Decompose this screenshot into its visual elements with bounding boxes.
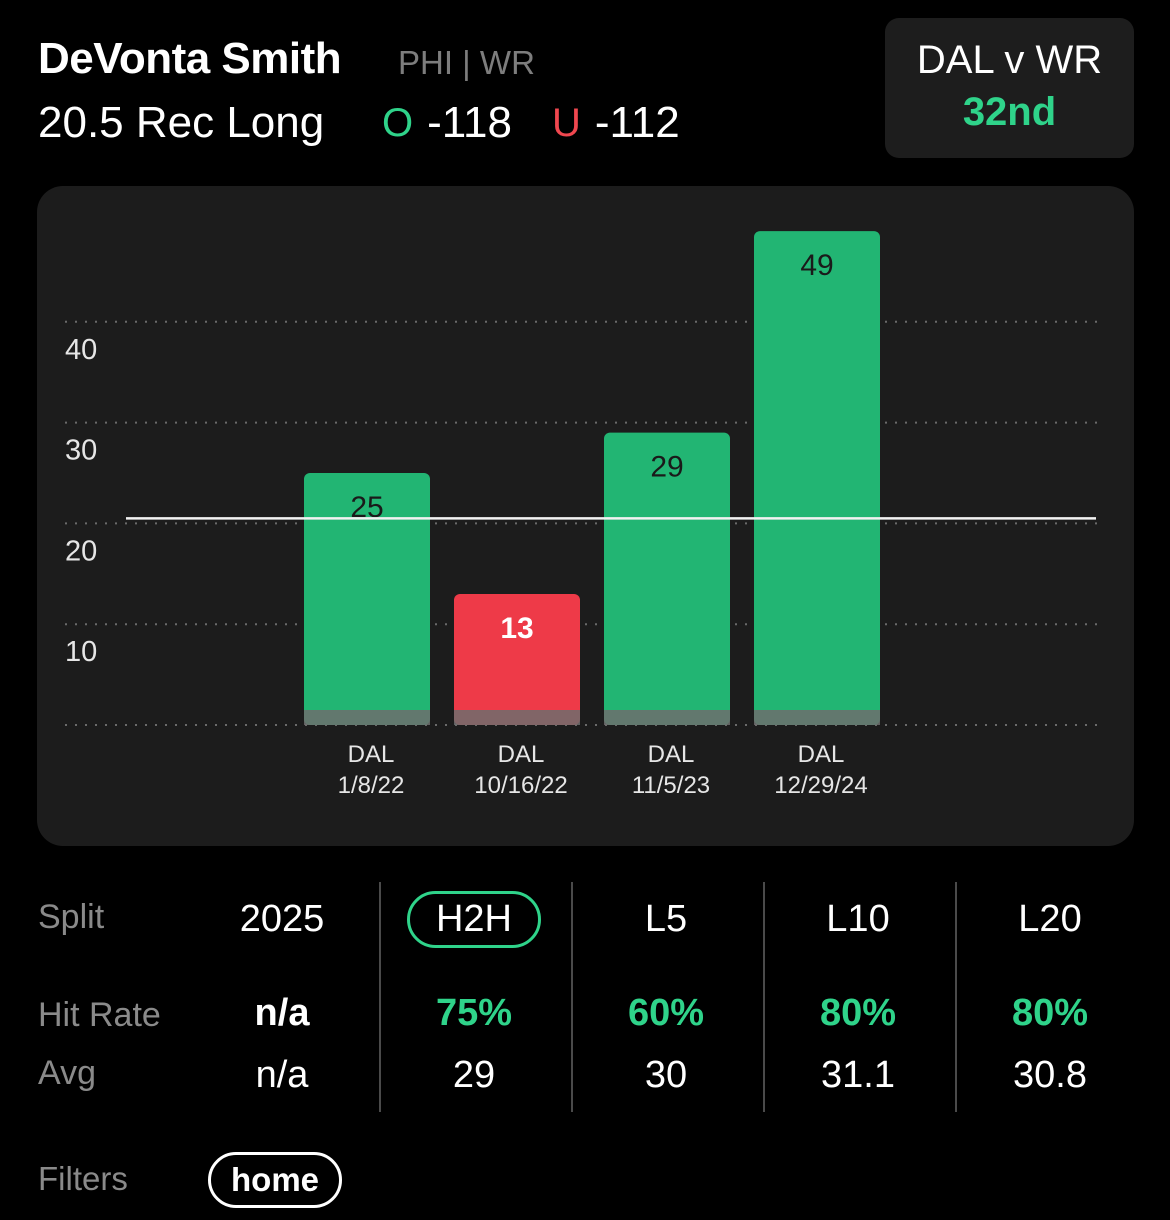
split-column-l10[interactable]: L10 80% 31.1	[762, 880, 954, 1112]
under-odds-button[interactable]: U -112	[552, 98, 680, 148]
y-tick-label: 10	[65, 636, 97, 668]
bar-value-label: 49	[800, 249, 833, 282]
player-name: DeVonta Smith	[38, 34, 342, 83]
hit-rate-value: n/a	[254, 992, 310, 1034]
bar-value-label: 29	[650, 451, 683, 484]
matchup-title: DAL v WR	[916, 38, 1103, 82]
avg-value: 30	[644, 1054, 688, 1096]
bar-base	[754, 710, 880, 725]
x-tick-date: 1/8/22	[338, 772, 405, 799]
avg-row-label: Avg	[38, 1054, 96, 1092]
column-divider	[571, 882, 573, 1112]
x-tick-date: 11/5/23	[632, 772, 710, 799]
split-column-l5[interactable]: L5 60% 30	[570, 880, 762, 1112]
split-tab-2025[interactable]: 2025	[186, 898, 378, 941]
prop-line: 20.5 Rec Long	[38, 98, 325, 147]
hit-rate-row-label: Hit Rate	[38, 996, 161, 1034]
split-tab-l5[interactable]: L5	[570, 898, 762, 941]
under-odds-value: -112	[594, 98, 680, 147]
x-tick-team: DAL	[648, 741, 695, 768]
splits-table: Split Hit Rate Avg 2025 n/a n/a H2H 75% 29 L5 6…	[0, 880, 1170, 1120]
split-column-h2h[interactable]: H2H 75% 29	[378, 880, 570, 1112]
hit-rate-value: 80%	[1011, 992, 1089, 1034]
x-tick-team: DAL	[798, 741, 845, 768]
column-divider	[379, 882, 381, 1112]
bar[interactable]	[604, 432, 730, 725]
game-log-chart: 10 20 30 40 25 DAL 1/8/22 13 DAL 10/16/22 29 DAL 11/…	[37, 186, 1134, 846]
bar-value-label: 13	[500, 612, 533, 645]
filter-chip-home[interactable]: home	[208, 1152, 343, 1208]
bar[interactable]	[454, 593, 580, 725]
hit-rate-value: 60%	[627, 992, 705, 1034]
split-tab-label: L10	[826, 898, 890, 940]
chart-svg: 1020304025DAL1/8/2213DAL10/16/2229DAL11/…	[65, 231, 1103, 799]
over-odds-value: -118	[427, 98, 512, 147]
bar-base	[454, 710, 580, 725]
split-tab-label: L5	[644, 898, 688, 940]
avg-value: 30.8	[1013, 1054, 1087, 1096]
avg-value: 29	[452, 1054, 496, 1096]
filters-label: Filters	[38, 1160, 128, 1197]
over-odds-button[interactable]: O -118	[382, 98, 512, 148]
split-tab-label: 2025	[239, 898, 325, 940]
bar[interactable]	[754, 231, 880, 725]
x-tick-date: 12/29/24	[774, 772, 867, 799]
bar-base	[604, 710, 730, 725]
split-tab-label: H2H	[406, 891, 542, 948]
x-tick-date: 10/16/22	[474, 772, 567, 799]
over-icon: O	[382, 100, 414, 145]
split-tab-label: L20	[1018, 898, 1082, 940]
y-tick-label: 30	[65, 435, 97, 467]
player-team-position: PHI | WR	[398, 44, 535, 81]
bar[interactable]	[304, 473, 430, 725]
split-column-2025[interactable]: 2025 n/a n/a	[186, 880, 378, 1112]
matchup-card[interactable]: DAL v WR 32nd	[885, 18, 1134, 158]
split-tab-h2h[interactable]: H2H	[378, 891, 570, 948]
x-tick-team: DAL	[348, 741, 395, 768]
split-row-label: Split	[38, 898, 105, 936]
split-column-l20[interactable]: L20 80% 30.8	[954, 880, 1146, 1112]
x-tick-team: DAL	[498, 741, 545, 768]
split-tab-l10[interactable]: L10	[762, 898, 954, 941]
hit-rate-value: 75%	[435, 992, 513, 1034]
y-tick-label: 20	[65, 535, 97, 567]
matchup-rank: 32nd	[962, 90, 1057, 134]
avg-value: 31.1	[821, 1054, 895, 1096]
column-divider	[955, 882, 957, 1112]
hit-rate-value: 80%	[819, 992, 897, 1034]
under-icon: U	[552, 100, 581, 145]
bar-base	[304, 710, 430, 725]
column-divider	[763, 882, 765, 1112]
y-tick-label: 40	[65, 334, 97, 366]
avg-value: n/a	[255, 1054, 309, 1096]
split-tab-l20[interactable]: L20	[954, 898, 1146, 941]
